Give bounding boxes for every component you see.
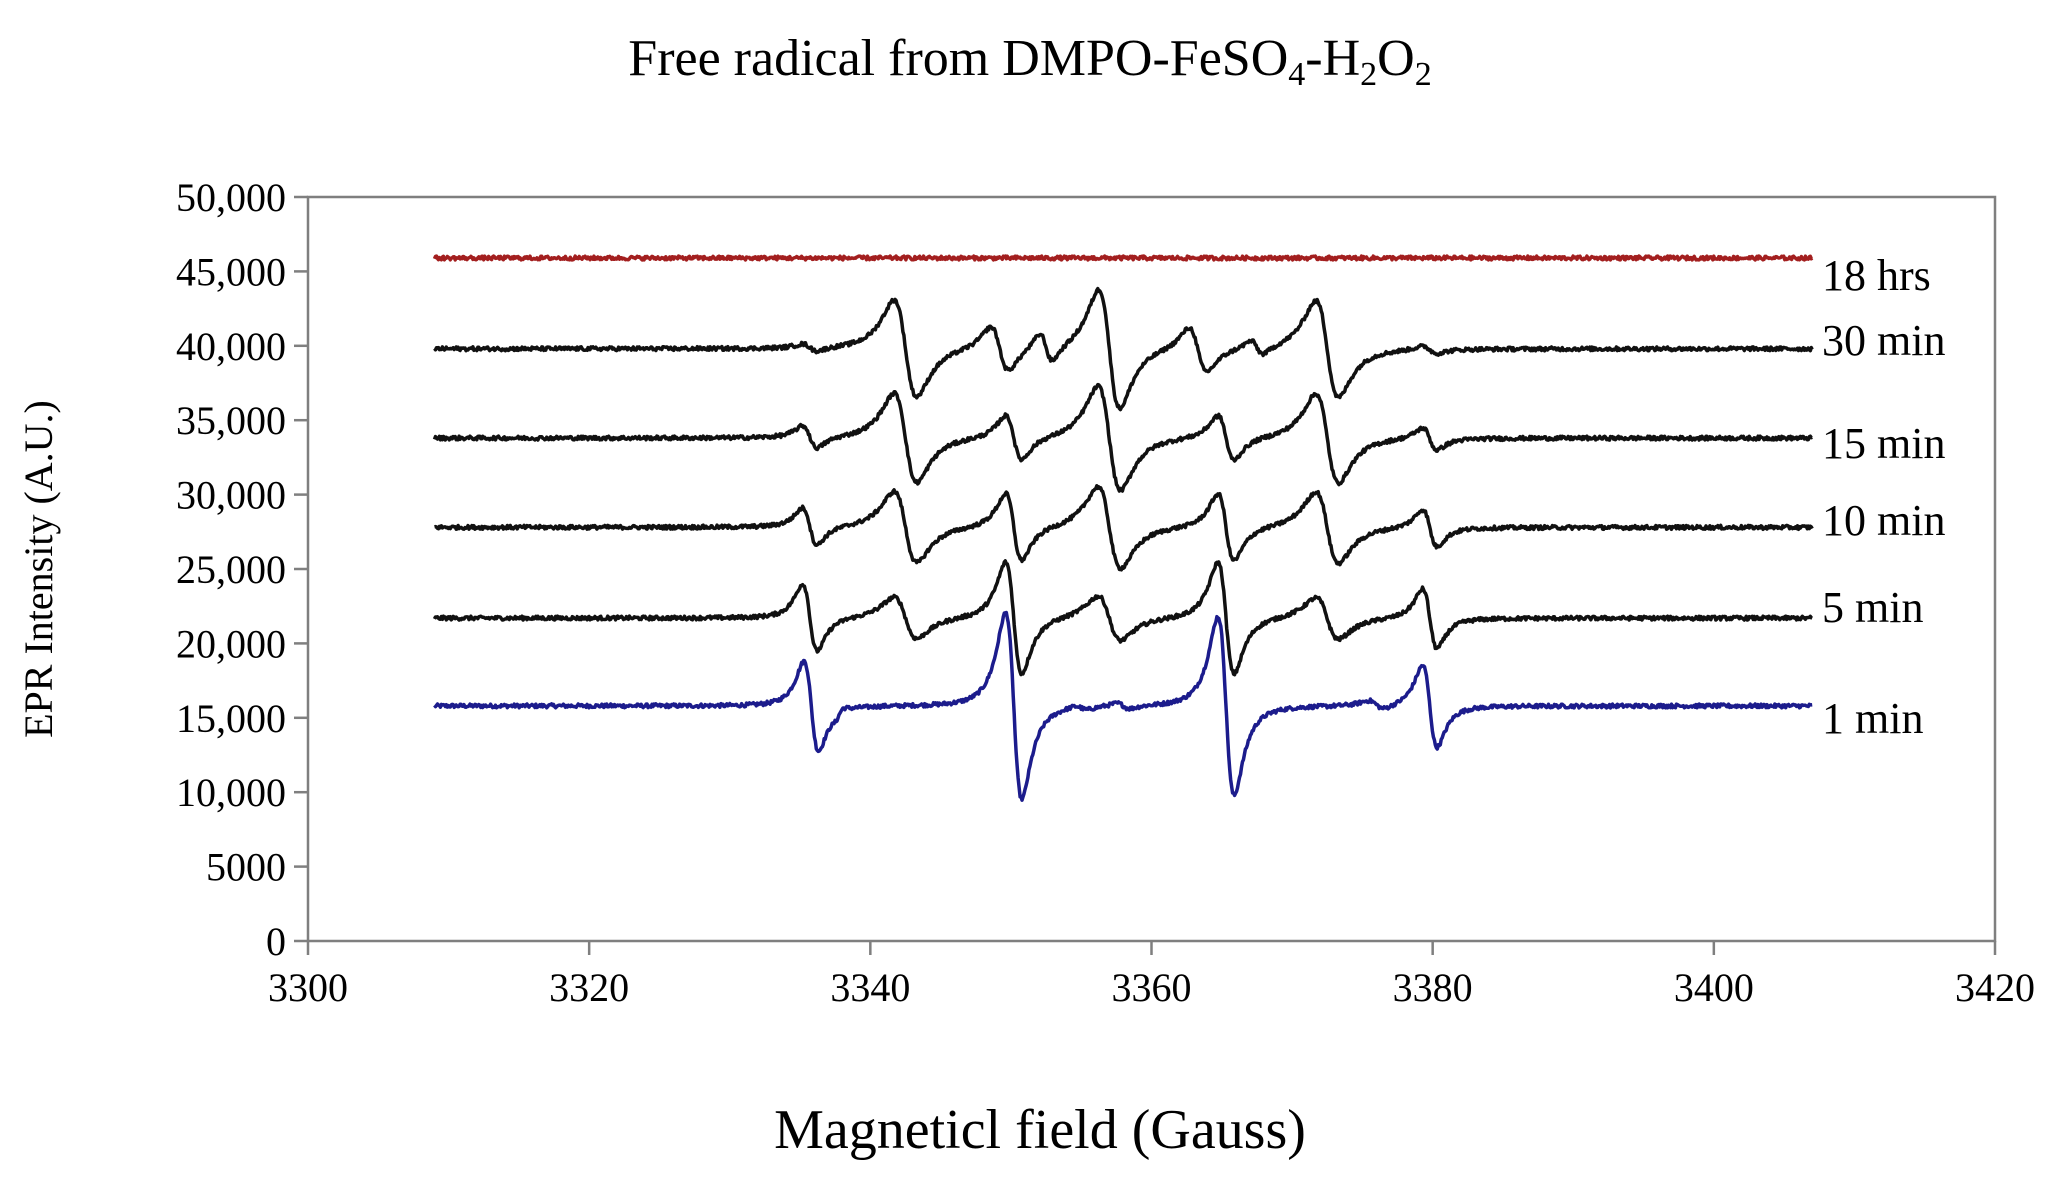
chart-title: Free radical from DMPO-FeSO4-H2O2 [628,30,1431,93]
x-tick-label: 3340 [830,965,910,1010]
series-label-2: 10 min [1822,496,1945,545]
y-tick-label: 10,000 [176,770,286,815]
series-line-0 [433,610,1814,802]
series-labels: 1 min 5 min 10 min 15 min 30 min 18 hrs [1822,251,1945,743]
series-line-4 [433,286,1814,412]
x-tick-label: 3420 [1955,965,2035,1010]
y-tick-label: 5000 [206,845,286,890]
title-part-5: 2 [1415,56,1432,93]
title-part-1: 4 [1288,56,1305,93]
axes: 0 5000 10,000 15,000 20,000 25,000 30,000 35,00… [176,175,2035,1010]
y-tick-label: 25,000 [176,547,286,592]
y-tick-label: 40,000 [176,324,286,369]
title-part-3: 2 [1360,56,1377,93]
series-label-4: 30 min [1822,316,1945,365]
series-label-3: 15 min [1822,419,1945,468]
series-line-2 [433,484,1814,572]
y-axis-label: EPR Intensity (A.U.) [16,400,61,738]
x-axis-label: Magneticl field (Gauss) [774,1099,1306,1161]
x-tick-label: 3380 [1393,965,1473,1010]
title-text: Free radical from DMPO-FeSO4-H2O2 [628,30,1431,93]
series-line-3 [432,382,1814,493]
plot-frame [306,195,1997,943]
series-lines [432,254,1814,802]
series-label-5: 18 hrs [1822,251,1931,300]
series-label-1: 5 min [1822,583,1923,632]
series-line-1 [432,559,1814,677]
x-tick-label: 3300 [268,965,348,1010]
series-label-0: 1 min [1822,694,1923,743]
title-part-0: Free radical from DMPO-FeSO [628,30,1288,87]
x-tick-label: 3400 [1674,965,1754,1010]
title-part-2: -H [1305,30,1360,87]
y-tick-label: 0 [266,919,286,964]
series-line-5 [432,254,1814,262]
x-tick-label: 3320 [549,965,629,1010]
y-tick-label: 15,000 [176,696,286,741]
y-tick-label: 45,000 [176,249,286,294]
y-tick-label: 20,000 [176,621,286,666]
y-tick-label: 50,000 [176,175,286,220]
y-tick-label: 35,000 [176,398,286,443]
title-part-4: O [1377,30,1415,87]
y-tick-label: 30,000 [176,473,286,518]
x-tick-label: 3360 [1112,965,1192,1010]
